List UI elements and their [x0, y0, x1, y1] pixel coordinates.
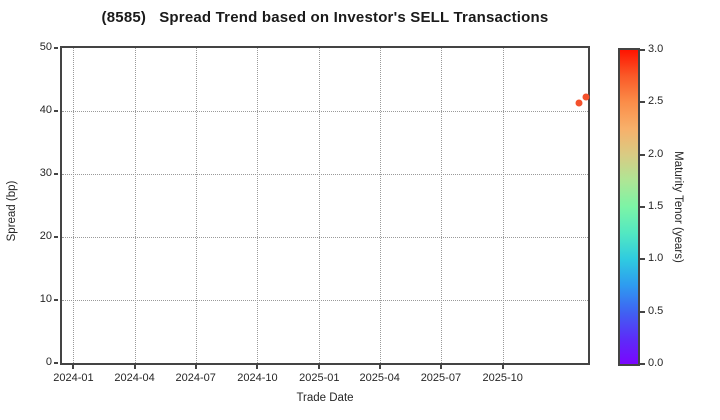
x-tick-mark [378, 365, 381, 369]
y-tick-label: 40 [39, 104, 52, 116]
colorbar-label: Maturity Tenor (years) [672, 151, 684, 263]
y-tick-label: 0 [45, 356, 52, 368]
x-tick-mark [318, 365, 321, 369]
x-tick-label: 2024-10 [237, 372, 278, 384]
x-gridline [502, 48, 504, 363]
colorbar: 0.0 0.5 1.0 1.5 2.0 2.5 3.0 [618, 43, 663, 369]
colorbar-tick-label: 0.0 [648, 357, 664, 369]
y-gridline [62, 111, 588, 112]
y-tick-label: 20 [39, 230, 52, 242]
x-tick-mark [72, 365, 75, 369]
colorbar-tick-mark [640, 49, 645, 51]
x-tick-label: 2024-01 [53, 372, 94, 384]
y-tick-label: 10 [39, 293, 52, 305]
x-tick-mark [501, 365, 504, 369]
y-tick-mark [54, 173, 58, 175]
colorbar-tick-mark [640, 153, 645, 156]
x-tick-mark [256, 365, 259, 369]
data-point [582, 93, 590, 100]
data-point [575, 99, 583, 107]
colorbar-tick-label: 0.5 [648, 304, 664, 317]
y-axis-label: Spread (bp) [6, 180, 18, 242]
colorbar-tick-label: 3.0 [648, 43, 664, 55]
x-tick-label: 2024-04 [114, 372, 155, 384]
y-tick-mark [54, 299, 58, 301]
y-gridline [62, 174, 588, 175]
x-gridline [73, 48, 75, 363]
x-gridline [134, 48, 136, 363]
x-tick-label: 2025-07 [420, 372, 462, 384]
chart-title: (8585) Spread Trend based on Investor's … [101, 9, 549, 26]
x-tick-label: 2025-04 [359, 372, 400, 384]
colorbar-tick-label: 2.5 [648, 95, 664, 108]
colorbar-tick-label: 1.5 [648, 200, 664, 212]
y-tick-mark [54, 47, 58, 49]
colorbar-tick-mark [640, 101, 645, 104]
x-axis-label: Trade Date [296, 392, 354, 404]
y-tick-label: 50 [39, 41, 52, 53]
plot-area: 2024-01 2024-04 2024-07 2024-10 2025-01 2025-… [40, 41, 590, 384]
colorbar-tick-mark [640, 310, 645, 313]
y-gridline [62, 237, 588, 238]
colorbar-tick-mark [640, 363, 645, 365]
y-gridline [62, 300, 588, 301]
x-gridline [379, 48, 381, 363]
x-gridline [319, 48, 321, 363]
x-tick-label: 2025-01 [299, 372, 340, 384]
x-gridline [257, 48, 259, 363]
x-tick-mark [133, 365, 136, 369]
y-tick-label: 30 [39, 167, 52, 179]
y-tick-mark [54, 110, 58, 112]
colorbar-tick-label: 2.0 [648, 147, 664, 160]
y-tick-mark [54, 236, 58, 238]
x-tick-label: 2024-07 [175, 372, 216, 384]
x-tick-label: 2025-10 [482, 372, 523, 384]
x-tick-mark [439, 365, 442, 369]
x-gridline [195, 48, 197, 363]
colorbar-tick-mark [640, 206, 645, 208]
x-tick-mark [194, 365, 197, 369]
y-tick-mark [54, 362, 58, 364]
x-gridline [440, 48, 442, 363]
colorbar-tick-label: 1.0 [648, 252, 664, 265]
colorbar-tick-mark [640, 258, 645, 261]
